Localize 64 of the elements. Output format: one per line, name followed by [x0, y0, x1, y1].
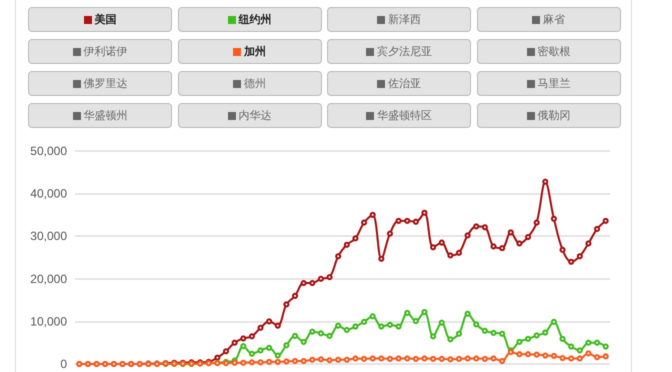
point	[274, 352, 281, 358]
point	[550, 318, 557, 325]
legend-label: 密歇根	[538, 44, 570, 59]
point	[499, 330, 506, 337]
point	[456, 330, 462, 337]
point	[361, 318, 368, 325]
legend-label: 马里兰	[538, 76, 570, 91]
legend-label: 华盛顿特区	[377, 108, 432, 123]
point	[473, 321, 480, 328]
legend-label: 伊利诺伊	[84, 44, 128, 59]
point	[318, 330, 324, 336]
legend-label: 佐治亚	[388, 76, 421, 91]
legend-label: 华盛顿州	[84, 108, 128, 123]
point	[378, 324, 384, 330]
legend-label: 俄勒冈	[538, 108, 570, 123]
point	[482, 328, 488, 334]
point	[421, 309, 428, 316]
legend-label: 麻省	[543, 12, 565, 27]
point	[447, 336, 454, 342]
legend-label: 新泽西	[388, 12, 421, 27]
legend-label: 纽约州	[238, 12, 272, 27]
legend-label: 德州	[244, 76, 266, 91]
point	[534, 332, 540, 338]
legend-label: 佛罗里达	[84, 76, 128, 91]
point	[396, 324, 402, 330]
point	[240, 343, 246, 350]
point	[576, 347, 583, 354]
point	[386, 322, 393, 328]
point	[352, 324, 358, 330]
point	[404, 310, 410, 316]
point	[525, 336, 532, 342]
point	[300, 338, 307, 345]
point	[585, 340, 592, 346]
point	[344, 326, 350, 333]
point	[560, 336, 566, 342]
point	[248, 350, 255, 357]
point	[283, 342, 290, 348]
legend-label: 宾夕法尼亚	[377, 44, 432, 59]
y-tick-label: 0	[60, 357, 68, 371]
point	[594, 340, 600, 346]
point	[602, 344, 609, 350]
point	[370, 313, 376, 320]
point	[292, 332, 298, 339]
point	[266, 344, 272, 351]
point	[326, 332, 333, 339]
point	[568, 344, 574, 350]
legend-label: 内华达	[238, 108, 272, 123]
y-tick-label: 30,000	[30, 229, 68, 244]
y-tick-label: 10,000	[30, 314, 68, 328]
point	[516, 338, 522, 345]
point	[542, 329, 548, 336]
legend-label: 美国	[94, 12, 116, 27]
y-tick-label: 20,000	[30, 272, 68, 286]
point	[490, 330, 497, 336]
point	[335, 322, 342, 329]
point	[430, 333, 436, 340]
point	[309, 328, 316, 335]
point	[464, 310, 471, 317]
y-tick-label: 40,000	[30, 186, 68, 201]
point	[412, 318, 419, 324]
y-tick-label: 50,000	[30, 144, 68, 158]
point	[258, 347, 264, 354]
point	[438, 320, 445, 326]
legend-label: 加州	[244, 44, 266, 59]
